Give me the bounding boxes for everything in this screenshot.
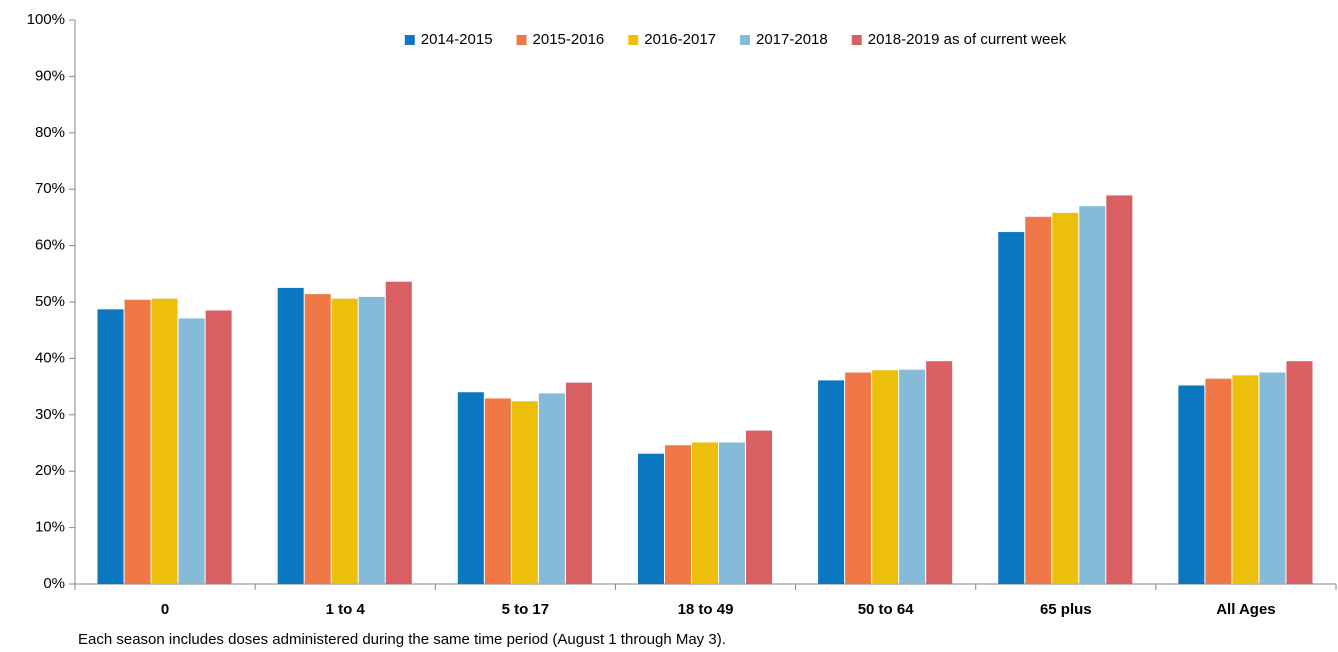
bar: [97, 309, 124, 584]
y-tick-label: 60%: [35, 237, 65, 254]
x-tick-label: 5 to 17: [502, 601, 550, 618]
y-tick-label: 30%: [35, 406, 65, 423]
bar: [385, 281, 412, 584]
y-tick-label: 100%: [27, 11, 65, 28]
legend-swatch: [404, 35, 415, 45]
y-tick-label: 70%: [35, 180, 65, 197]
legend-label: 2017-2018: [756, 31, 828, 48]
y-tick-label: 20%: [35, 462, 65, 479]
bar: [205, 310, 232, 584]
bar: [565, 382, 592, 584]
bar: [872, 370, 899, 584]
bar: [277, 287, 304, 584]
legend-label: 2015-2016: [533, 31, 605, 48]
bar: [637, 453, 664, 584]
bar: [457, 392, 484, 584]
bar: [926, 361, 953, 584]
legend-label: 2016-2017: [644, 31, 716, 48]
bar: [1106, 195, 1133, 585]
bar: [719, 442, 746, 584]
bar: [1259, 372, 1286, 584]
bar: [484, 398, 511, 584]
x-tick-label: All Ages: [1216, 601, 1275, 618]
y-tick-label: 50%: [35, 293, 65, 310]
legend-swatch: [628, 35, 639, 45]
bar: [746, 430, 773, 584]
bar: [1178, 385, 1205, 584]
bar: [1025, 216, 1052, 584]
bar: [538, 393, 565, 584]
bar: [818, 380, 845, 584]
bar: [124, 299, 151, 584]
y-tick-label: 10%: [35, 519, 65, 536]
bar: [1232, 375, 1259, 584]
bar: [1205, 378, 1232, 584]
legend-swatch: [516, 35, 527, 45]
y-tick-label: 90%: [35, 67, 65, 84]
bar: [331, 298, 358, 584]
bar: [899, 369, 926, 584]
y-tick-label: 80%: [35, 124, 65, 141]
bar: [511, 401, 538, 584]
bar: [1286, 361, 1313, 584]
bar: [151, 298, 178, 584]
bar: [304, 294, 331, 584]
bar: [1079, 206, 1106, 584]
x-tick-label: 1 to 4: [326, 601, 366, 618]
bar: [845, 372, 872, 584]
x-tick-label: 65 plus: [1040, 601, 1092, 618]
legend-swatch: [851, 35, 862, 45]
legend-label: 2014-2015: [421, 31, 493, 48]
bar: [998, 232, 1025, 584]
footnote: Each season includes doses administered …: [78, 631, 726, 648]
x-tick-label: 50 to 64: [858, 601, 915, 618]
x-tick-label: 18 to 49: [678, 601, 734, 618]
bar: [691, 442, 719, 584]
x-tick-label: 0: [161, 601, 169, 618]
bar: [664, 445, 691, 584]
bar: [178, 318, 205, 584]
bar: [358, 296, 385, 584]
legend-label: 2018-2019 as of current week: [868, 31, 1067, 48]
bar: [1052, 212, 1079, 584]
legend-swatch: [740, 35, 750, 45]
y-tick-label: 40%: [35, 349, 65, 366]
y-tick-label: 0%: [43, 575, 65, 592]
